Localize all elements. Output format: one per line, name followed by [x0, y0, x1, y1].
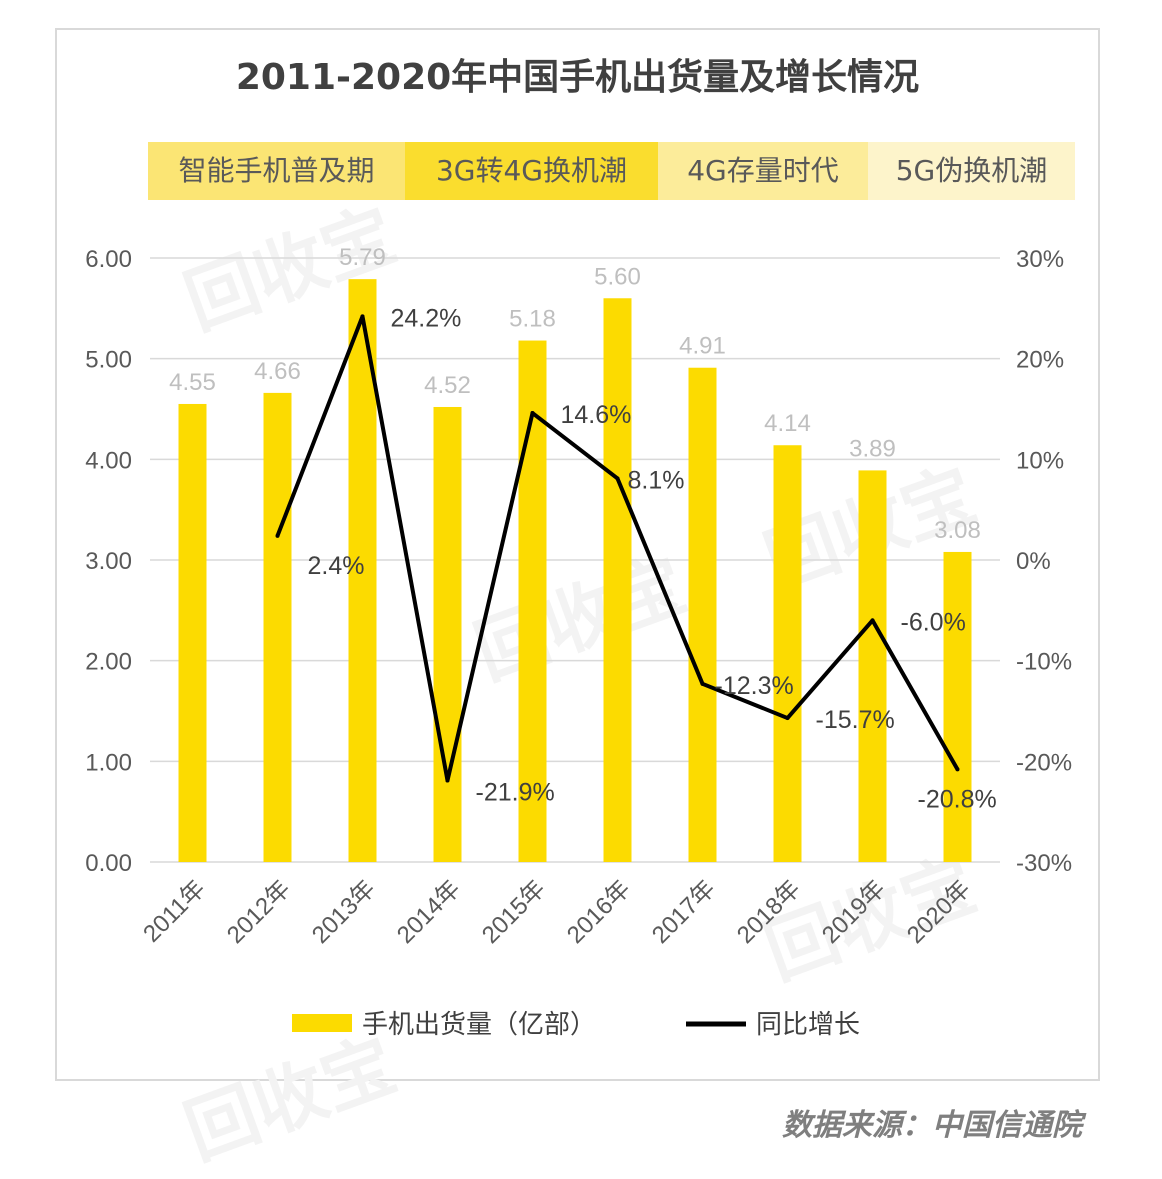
line-value-label: -6.0%: [901, 608, 966, 636]
x-tick-label: 2019年: [817, 875, 891, 949]
y-left-tick-label: 0.00: [85, 850, 132, 877]
line-point: [360, 314, 365, 319]
bar-value-label: 4.91: [679, 333, 726, 360]
bar-value-label: 3.08: [934, 517, 981, 544]
line-point: [700, 681, 705, 686]
x-tick-label: 2017年: [647, 875, 721, 949]
line-value-label: -12.3%: [715, 672, 794, 700]
bar-value-label: 5.18: [509, 306, 556, 333]
bar-value-label: 5.60: [594, 263, 641, 290]
bar: [178, 403, 207, 862]
x-tick-label: 2014年: [392, 875, 466, 949]
line-point: [785, 716, 790, 721]
y-right-tick-label: 20%: [1016, 347, 1064, 374]
y-left-tick-label: 3.00: [85, 548, 132, 575]
x-tick-label: 2020年: [902, 875, 976, 949]
y-left-tick-label: 2.00: [85, 649, 132, 676]
line-value-label: 8.1%: [628, 466, 685, 494]
y-left-tick-label: 5.00: [85, 347, 132, 374]
bar: [773, 445, 802, 862]
legend-bar-label: 手机出货量（亿部）: [362, 1010, 596, 1040]
phase-5g-pseudo: 5G伪换机潮: [868, 142, 1075, 200]
bar: [943, 551, 972, 862]
bar-value-label: 4.14: [764, 410, 811, 437]
x-tick-label: 2018年: [732, 875, 806, 949]
bar: [603, 298, 632, 862]
bar-value-label: 5.79: [339, 244, 386, 271]
x-tick-label: 2012年: [222, 875, 296, 949]
x-tick-label: 2016年: [562, 875, 636, 949]
line-value-label: -20.8%: [918, 785, 997, 813]
y-right-tick-label: 0%: [1016, 548, 1051, 575]
chart-title: 2011-2020年中国手机出货量及增长情况: [235, 57, 920, 98]
y-left-tick-label: 6.00: [85, 246, 132, 273]
x-tick-label: 2015年: [477, 875, 551, 949]
phase-band: 智能手机普及期 3G转4G换机潮 4G存量时代 5G伪换机潮: [148, 142, 1075, 200]
bar: [433, 406, 462, 862]
y-right-tick-label: -20%: [1016, 749, 1072, 776]
phase-smartphone-adoption: 智能手机普及期: [148, 142, 405, 200]
line-value-label: -15.7%: [816, 706, 895, 734]
line-value-label: 14.6%: [561, 401, 632, 429]
y-left-tick-label: 4.00: [85, 447, 132, 474]
y-right-tick-label: 30%: [1016, 246, 1064, 273]
line-point: [615, 476, 620, 481]
line-value-label: 24.2%: [391, 304, 462, 332]
y-right-tick-label: -10%: [1016, 649, 1072, 676]
bar: [518, 340, 547, 863]
y-right-tick-label: 10%: [1016, 447, 1064, 474]
y-left-tick-label: 1.00: [85, 749, 132, 776]
phase-3g-to-4g: 3G转4G换机潮: [405, 142, 658, 200]
bar-value-label: 4.52: [424, 372, 471, 399]
line-point: [275, 533, 280, 538]
chart-frame: [55, 28, 1100, 1081]
bar: [858, 470, 887, 862]
bar-value-label: 4.66: [254, 358, 301, 385]
line-value-label: -21.9%: [476, 778, 555, 806]
bar-value-label: 4.55: [169, 369, 216, 396]
bar: [263, 392, 292, 862]
legend-bar-swatch: [292, 1014, 352, 1032]
line-point: [445, 778, 450, 783]
line-point: [530, 411, 535, 416]
legend-line-label: 同比增长: [756, 1010, 860, 1040]
data-source: 数据来源：中国信通院: [782, 1108, 1082, 1143]
phase-4g-stock: 4G存量时代: [658, 142, 868, 200]
bar: [688, 367, 717, 862]
x-tick-label: 2013年: [307, 875, 381, 949]
line-point: [870, 618, 875, 623]
x-tick-label: 2011年: [138, 875, 211, 948]
line-point: [955, 767, 960, 772]
y-right-tick-label: -30%: [1016, 850, 1072, 877]
bar-value-label: 3.89: [849, 435, 896, 462]
line-value-label: 2.4%: [308, 552, 365, 580]
